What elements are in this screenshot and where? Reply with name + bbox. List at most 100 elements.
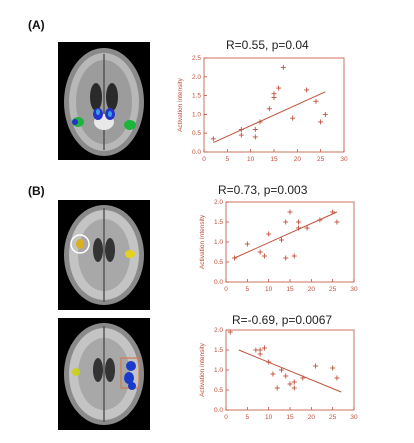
data-point [266, 106, 272, 112]
data-point [330, 209, 336, 215]
y-tick-label: 0.0 [214, 279, 223, 286]
chart-svg: 0 5 10 15 20 25 30 0.0 0.5 1.0 1.5 2.0 Activation in… [199, 327, 358, 421]
data-point [270, 371, 276, 377]
x-tick-label: 20 [308, 286, 316, 293]
data-point [283, 373, 289, 379]
data-point [283, 255, 289, 261]
y-tick-label: 0.5 [214, 259, 223, 266]
x-tick-label: 30 [350, 414, 358, 421]
x-tick-label: 0 [224, 286, 228, 293]
x-tick-label: 25 [329, 414, 337, 421]
data-point [290, 115, 296, 121]
data-point [291, 385, 297, 391]
y-tick-label: 1.5 [192, 93, 201, 100]
data-point [238, 132, 244, 138]
scatter-chart-c: 0 5 10 15 20 25 30 0.0 0.5 1.0 1.5 2.0 Activation in… [182, 312, 358, 436]
data-point [266, 231, 272, 237]
data-point [300, 375, 306, 381]
x-tick-label: 0 [224, 414, 228, 421]
data-point [274, 385, 280, 391]
y-tick-label: 1.0 [214, 367, 223, 374]
x-tick-label: 10 [247, 156, 255, 163]
data-point [253, 347, 259, 353]
x-tick-label: 15 [270, 156, 278, 163]
plot-frame [203, 57, 345, 153]
data-point [287, 209, 293, 215]
x-tick-label: 15 [286, 286, 294, 293]
data-point [227, 329, 233, 335]
x-tick-label: 25 [329, 286, 337, 293]
data-point [283, 219, 289, 225]
y-tick-label: 1.0 [192, 111, 201, 118]
data-point [252, 134, 258, 140]
chart-c-title: R=-0.69, p=0.0067 [232, 313, 333, 327]
x-tick-label: 20 [294, 156, 302, 163]
data-point [291, 379, 297, 385]
data-point [330, 365, 336, 371]
x-tick-label: 5 [226, 156, 230, 163]
y-tick-label: 0.0 [192, 149, 201, 156]
chart-b-title: R=0.73, p=0.003 [218, 183, 308, 197]
y-tick-label: 1.0 [214, 239, 223, 246]
x-tick-label: 30 [350, 286, 358, 293]
data-point [210, 136, 216, 142]
y-tick-label: 0.0 [214, 407, 223, 414]
x-tick-label: 5 [246, 286, 250, 293]
x-tick-label: 15 [286, 414, 294, 421]
data-point [266, 359, 272, 365]
data-point [304, 225, 310, 231]
scatter-chart-b: 0 5 10 15 20 25 30 0.0 0.5 1.0 1.5 2.0 Activation In… [182, 182, 358, 310]
y-tick-label: 2.0 [214, 199, 223, 206]
panel-label-a: (A) [28, 18, 45, 32]
x-tick-label: 10 [265, 286, 273, 293]
chart-svg: 0 5 10 15 20 25 30 0.0 0.5 1.0 1.5 2.0 Activation In… [199, 199, 358, 293]
data-point [244, 241, 250, 247]
y-tick-label: 1.5 [214, 219, 223, 226]
y-tick-label: 0.5 [192, 130, 201, 137]
data-point [261, 345, 267, 351]
x-tick-label: 30 [340, 156, 348, 163]
x-tick-label: 5 [246, 414, 250, 421]
y-axis-label: Activation intensity [177, 77, 184, 132]
data-point [271, 94, 277, 100]
x-tick-label: 20 [308, 414, 316, 421]
y-axis-label: Activation intensity [199, 342, 206, 397]
fit-line [213, 91, 326, 144]
data-point [291, 253, 297, 259]
data-point [296, 219, 302, 225]
data-point [317, 217, 323, 223]
data-point [322, 111, 328, 117]
data-point [278, 237, 284, 243]
y-tick-label: 2.5 [192, 55, 201, 62]
y-axis-label: Activation Intensity [199, 214, 206, 269]
data-point [287, 381, 293, 387]
x-tick-label: 10 [265, 414, 273, 421]
x-tick-label: 0 [202, 156, 206, 163]
data-point [334, 375, 340, 381]
data-point [276, 85, 282, 91]
scatter-chart-a: 0 5 10 15 20 25 30 0.0 0.5 1.0 1.5 2.0 2.5 Activation… [160, 36, 350, 164]
data-point [304, 87, 310, 93]
y-tick-label: 2.0 [214, 327, 223, 334]
data-point [278, 367, 284, 373]
y-tick-label: 1.5 [214, 347, 223, 354]
chart-svg: 0 5 10 15 20 25 30 0.0 0.5 1.0 1.5 2.0 2.5 Activation… [177, 55, 348, 163]
data-point [296, 225, 302, 231]
data-point [313, 363, 319, 369]
data-point [257, 347, 263, 353]
data-point [257, 119, 263, 125]
data-point [232, 255, 238, 261]
data-point [334, 219, 340, 225]
data-point [238, 126, 244, 132]
brain-scan-b [58, 200, 150, 310]
brain-scan-a [58, 42, 150, 160]
y-tick-label: 2.0 [192, 74, 201, 81]
data-point [280, 64, 286, 70]
data-point [252, 126, 258, 132]
data-point [313, 98, 319, 104]
data-point [318, 119, 324, 125]
panel-label-b: (B) [28, 184, 45, 198]
brain-scan-c [58, 318, 150, 430]
fit-line [238, 349, 342, 393]
data-point [257, 249, 263, 255]
